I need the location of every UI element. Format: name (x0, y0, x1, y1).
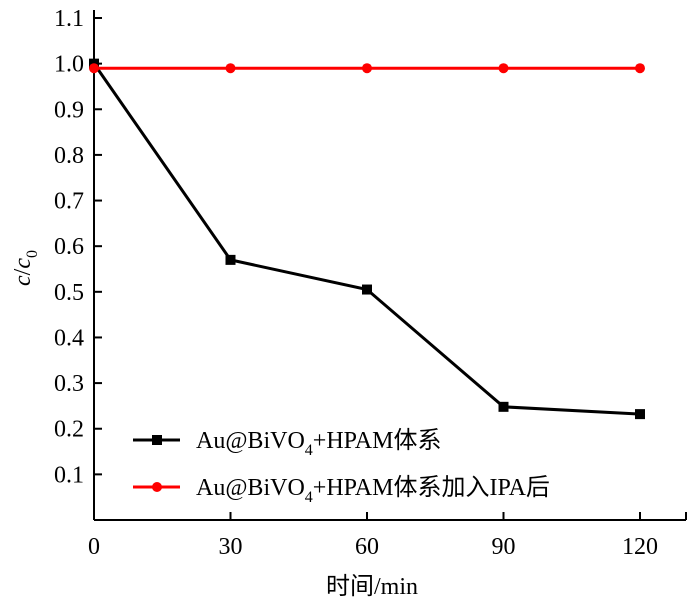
series-2-point (225, 63, 236, 74)
y-axis-title-c0: c (10, 258, 36, 269)
y-tick-label: 1.0 (54, 52, 84, 78)
y-tick-label: 0.7 (54, 189, 84, 215)
x-tick-label: 30 (219, 534, 243, 560)
axes (93, 10, 687, 521)
y-tick-label: 0.1 (54, 462, 84, 488)
legend-2-label: Au@BiVO4+HPAM体系加入IPA后 (196, 474, 550, 506)
x-axis-ticks: 0 30 60 90 120 (88, 512, 658, 560)
x-tick-label: 60 (355, 534, 379, 560)
y-tick-label: 0.2 (54, 417, 84, 443)
series-1-point (362, 284, 372, 295)
y-tick-label: 1.1 (54, 6, 84, 32)
series-2-point (498, 63, 509, 74)
y-tick-label: 0.5 (54, 280, 84, 306)
y-axis-title-subscript: 0 (24, 250, 41, 258)
y-axis-title: c/c0 (10, 250, 41, 286)
x-tick-label: 0 (88, 534, 100, 560)
y-axis-ticks: 0.1 0.2 0.3 0.4 0.5 0.6 0.7 0.8 0.9 1.0 1.1 (54, 6, 102, 488)
x-tick-label: 90 (492, 534, 516, 560)
legend-1-marker (152, 435, 162, 445)
y-axis-title-c: c (10, 275, 36, 286)
series-1-point (498, 401, 509, 412)
series-2-point (362, 63, 372, 74)
series-2-point (635, 63, 645, 74)
legend: Au@BiVO4+HPAM体系 Au@BiVO4+HPAM体系加入IPA后 (133, 427, 550, 506)
x-tick-label: 120 (622, 534, 658, 560)
y-tick-label: 0.6 (54, 234, 84, 260)
y-tick-label: 0.3 (54, 371, 84, 397)
legend-2-marker (152, 482, 162, 492)
y-axis-title-slash: / (10, 268, 36, 275)
series-layer (89, 58, 645, 420)
legend-1-label: Au@BiVO4+HPAM体系 (196, 427, 441, 459)
y-tick-label: 0.8 (54, 143, 84, 169)
y-tick-label: 0.9 (54, 97, 84, 123)
series-1-point (225, 254, 236, 265)
series-1-line (92, 62, 641, 416)
series-2-point (89, 63, 99, 74)
series-1-point (635, 409, 645, 420)
x-axis-title: 时间/min (326, 573, 418, 600)
y-tick-label: 0.4 (54, 325, 84, 351)
